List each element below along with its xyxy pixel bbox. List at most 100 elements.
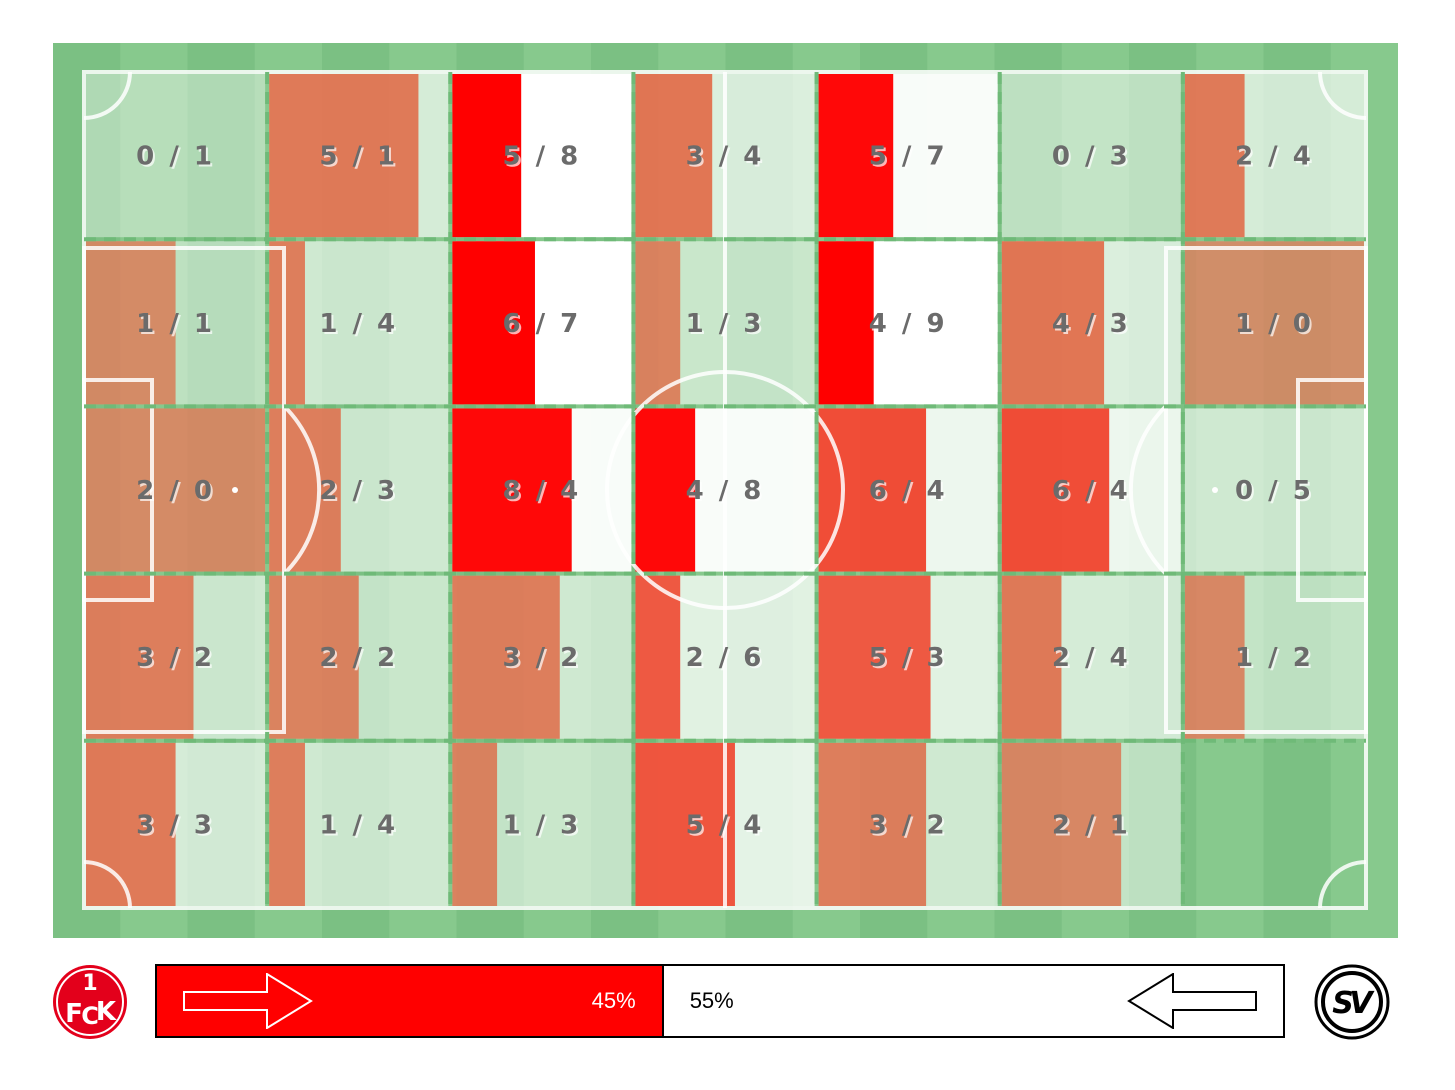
heat-cell-home <box>269 742 305 906</box>
heat-cell-home <box>635 408 696 572</box>
cell-label: 5 / 7 <box>869 142 948 172</box>
fck-crest-icon: 1 F C K <box>53 965 127 1039</box>
cell-label-shadow: 2 / 3 <box>321 478 400 508</box>
cell-label: 1 / 4 <box>319 309 398 339</box>
cell-label: 1 / 3 <box>686 309 765 339</box>
cell-label-shadow: 6 / 4 <box>1054 478 1133 508</box>
heat-cell-home <box>818 742 927 906</box>
cell-label-shadow: 2 / 0 <box>138 478 217 508</box>
cell-label-shadow: 8 / 4 <box>504 478 583 508</box>
home-possession-fill: 45% <box>157 966 664 1036</box>
cell-label: 6 / 4 <box>1052 476 1131 506</box>
away-possession-fill: 55% <box>663 966 1283 1036</box>
cell-label-shadow: 6 / 4 <box>871 478 950 508</box>
cell-label-shadow: 1 / 3 <box>688 311 767 341</box>
cell-label: 1 / 1 <box>136 309 215 339</box>
heat-cell-home <box>1001 575 1062 739</box>
cell-label-shadow: 4 / 3 <box>1054 311 1133 341</box>
heat-cell-home <box>269 241 305 405</box>
cell-label: 6 / 4 <box>869 476 948 506</box>
corner-arc-tr <box>1318 71 1367 120</box>
cell-label-shadow: 3 / 2 <box>138 645 217 675</box>
right-penalty-arc <box>1128 404 1168 576</box>
heat-cell-away <box>1001 74 1181 238</box>
cell-label: 3 / 2 <box>502 643 581 673</box>
svg-text:C: C <box>81 1002 99 1030</box>
cell-label-shadow: 6 / 7 <box>504 311 583 341</box>
arrow-right-icon <box>183 973 313 1029</box>
cell-label: 2 / 2 <box>319 643 398 673</box>
heat-cell-home <box>635 742 735 906</box>
heat-cell-home <box>452 742 498 906</box>
cell-label: 2 / 1 <box>1052 810 1131 840</box>
cell-label: 1 / 4 <box>319 810 398 840</box>
heat-cell-home <box>635 575 681 739</box>
cell-label: 3 / 3 <box>136 810 215 840</box>
cell-label-shadow: 0 / 5 <box>1237 478 1316 508</box>
cell-label-shadow: 1 / 4 <box>321 311 400 341</box>
cell-label-shadow: 5 / 8 <box>504 144 583 174</box>
heat-cell-home <box>86 241 176 405</box>
heat-cell-home <box>1184 241 1364 405</box>
cell-label-shadow: 0 / 3 <box>1054 144 1133 174</box>
cell-label-shadow: 1 / 1 <box>138 311 217 341</box>
cell-label-shadow: 2 / 2 <box>321 645 400 675</box>
cell-label: 4 / 9 <box>869 309 948 339</box>
heat-cell-home <box>818 241 874 405</box>
heat-cell-home <box>452 575 560 739</box>
cell-label: 6 / 7 <box>502 309 581 339</box>
cell-label: 5 / 8 <box>502 142 581 172</box>
cell-label-shadow: 3 / 2 <box>871 812 950 842</box>
cell-label: 0 / 1 <box>136 142 215 172</box>
heat-cell-home <box>1184 74 1245 238</box>
cell-label: 2 / 4 <box>1052 643 1131 673</box>
right-penalty-spot <box>1212 487 1218 493</box>
right-goal-area <box>1296 378 1368 602</box>
cell-label-shadow: 3 / 2 <box>504 645 583 675</box>
left-penalty-arc <box>282 404 322 576</box>
cell-label-shadow: 3 / 3 <box>138 812 217 842</box>
center-circle <box>605 370 845 610</box>
heat-cell-home <box>1184 575 1245 739</box>
sv-crest-icon: S V <box>1314 964 1390 1040</box>
corner-arc-bl <box>83 860 132 909</box>
cell-label: 1 / 3 <box>502 810 581 840</box>
cell-label-shadow: 5 / 1 <box>321 144 400 174</box>
svg-text:K: K <box>96 997 117 1027</box>
cell-label: 1 / 0 <box>1235 309 1314 339</box>
left-penalty-spot <box>232 487 238 493</box>
svg-text:F: F <box>65 999 83 1029</box>
cell-label: 3 / 4 <box>686 142 765 172</box>
heat-cell-home <box>1001 241 1105 405</box>
cell-label: 3 / 2 <box>869 810 948 840</box>
home-possession-label: 45% <box>591 988 636 1013</box>
cell-label-shadow: 1 / 2 <box>1237 645 1316 675</box>
cell-label-shadow: 3 / 4 <box>688 144 767 174</box>
svg-text:1: 1 <box>82 971 97 996</box>
heat-cell-home <box>818 575 931 739</box>
cell-label-shadow: 0 / 1 <box>138 144 217 174</box>
cell-label: 2 / 0 <box>136 476 215 506</box>
heat-cell-home <box>452 74 522 238</box>
heat-cell-home <box>818 74 894 238</box>
cell-label-shadow: 5 / 4 <box>688 812 767 842</box>
heat-cell-home <box>269 74 419 238</box>
arrow-left-icon <box>1127 973 1257 1029</box>
cell-label-shadow: 5 / 3 <box>871 645 950 675</box>
heat-cell-home <box>635 74 713 238</box>
heat-cell-home <box>1001 742 1122 906</box>
cell-label: 4 / 3 <box>1052 309 1131 339</box>
cell-label: 5 / 4 <box>686 810 765 840</box>
cell-label: 0 / 3 <box>1052 142 1131 172</box>
cell-label-shadow: 2 / 1 <box>1054 812 1133 842</box>
heat-cell-home <box>452 241 535 405</box>
cell-label-shadow: 1 / 3 <box>504 812 583 842</box>
cell-label: 2 / 6 <box>686 643 765 673</box>
cell-label: 4 / 8 <box>686 476 765 506</box>
away-possession-label: 55% <box>689 988 734 1013</box>
svg-text:V: V <box>1349 986 1375 1021</box>
heat-cell-away <box>86 74 266 238</box>
possession-footer: 1 F C K 45% 55% S V <box>0 950 1455 1090</box>
